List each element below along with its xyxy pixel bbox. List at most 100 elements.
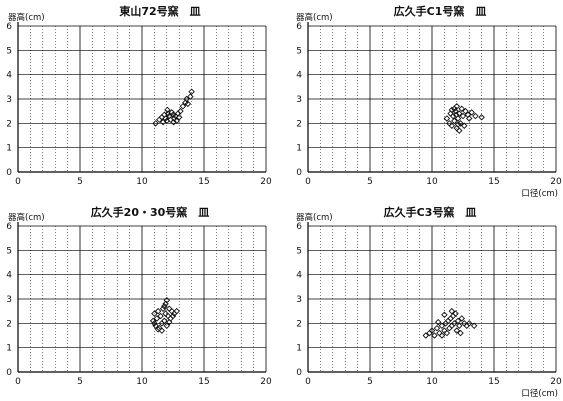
- y-tick-label: 2: [6, 119, 12, 129]
- y-tick-label: 2: [296, 119, 302, 129]
- data-point: [472, 112, 479, 120]
- chart-title: 広久手20・30号窯 皿: [91, 205, 210, 219]
- data-point: [459, 112, 467, 120]
- data-point: [478, 114, 485, 121]
- y-tick-label: 3: [296, 295, 302, 305]
- data-point: [443, 329, 451, 337]
- data-point: [184, 100, 192, 108]
- grid: [18, 25, 267, 172]
- x-tick-label: 20: [550, 377, 562, 387]
- y-tick-label: 6: [296, 222, 302, 232]
- data-point: [451, 117, 458, 125]
- data-point: [448, 122, 456, 130]
- data-point: [448, 307, 456, 315]
- data-point: [443, 115, 451, 122]
- data-point: [465, 320, 473, 327]
- tick-labels: 0 5 10 15 20 0 1 2 3 4 5 6: [296, 22, 562, 187]
- tick-labels: 0 5 10 15 20 0 1 2 3 4 5 6: [6, 22, 272, 187]
- data-point: [152, 120, 159, 127]
- data-point: [456, 127, 463, 134]
- data-point: [452, 111, 460, 119]
- y-tick-label: 3: [296, 95, 302, 105]
- data-point: [441, 311, 448, 319]
- y-tick-label: 3: [6, 95, 12, 105]
- data-point: [458, 315, 465, 322]
- data-point: [438, 332, 446, 339]
- data-point: [188, 88, 195, 95]
- chart-title: 東山72号窯 皿: [119, 4, 200, 18]
- data-point: [453, 103, 461, 110]
- data-point: [462, 107, 469, 115]
- data-point: [454, 317, 462, 325]
- y-tick-label: 0: [6, 168, 12, 178]
- x-tick-label: 15: [488, 177, 499, 187]
- x-tick-label: 15: [488, 377, 499, 387]
- data-point: [434, 318, 442, 326]
- data-point: [157, 312, 164, 320]
- data-point: [183, 95, 190, 103]
- y-tick-label: 4: [6, 71, 12, 81]
- x-tick-label: 20: [260, 177, 272, 187]
- data-point: [151, 310, 158, 317]
- data-point: [168, 109, 175, 116]
- data-point: [187, 93, 194, 100]
- y-tick-label: 5: [6, 246, 12, 256]
- chart-panel-1: 東山72号窯 皿 器高(cm) 0 5 10 15 20 0 1 2 3 4 5 6: [6, 4, 272, 187]
- data-point: [164, 106, 171, 114]
- x-axis-label: 口径(cm): [521, 188, 558, 199]
- chart-panel-3: 広久手20・30号窯 皿 器高(cm) 0 5 10 15 20 0 1 2 3 4 5 6: [6, 205, 272, 387]
- y-tick-label: 0: [296, 368, 302, 378]
- data-point: [163, 322, 171, 330]
- y-tick-label: 1: [296, 144, 302, 154]
- data-point: [154, 326, 162, 333]
- data-point: [448, 106, 456, 114]
- chart-title: 広久手C3号窯 皿: [384, 205, 477, 219]
- data-point: [161, 303, 168, 310]
- data-point: [458, 105, 465, 112]
- y-tick-label: 5: [6, 46, 12, 56]
- data-point: [175, 114, 183, 121]
- data-point: [461, 122, 468, 130]
- x-tick-label: 5: [77, 377, 83, 387]
- y-tick-label: 0: [296, 168, 302, 178]
- data-point: [468, 109, 475, 116]
- data-point: [169, 312, 177, 320]
- x-tick-label: 0: [15, 377, 21, 387]
- data-points: [152, 88, 195, 127]
- data-point: [451, 320, 458, 327]
- data-point: [149, 317, 157, 325]
- x-tick-label: 20: [550, 177, 562, 187]
- axes: [307, 222, 556, 373]
- data-points: [149, 296, 180, 334]
- data-point: [151, 320, 158, 327]
- x-tick-label: 15: [198, 377, 209, 387]
- axes: [17, 222, 266, 373]
- data-point: [456, 322, 463, 330]
- y-tick-label: 4: [296, 71, 302, 81]
- data-point: [449, 112, 457, 120]
- y-tick-label: 1: [6, 144, 12, 154]
- data-point: [159, 118, 167, 126]
- chart-panel-4: 広久手C3号窯 皿 器高(cm) 口径(cm) 0 5 10 15 20 0 1 2 3 4 5 6: [296, 205, 562, 399]
- data-point: [433, 324, 441, 332]
- y-tick-label: 5: [296, 246, 302, 256]
- y-tick-label: 1: [6, 344, 12, 354]
- data-points: [422, 307, 478, 339]
- data-point: [465, 115, 473, 122]
- y-tick-label: 6: [296, 22, 302, 32]
- data-point: [457, 329, 464, 337]
- data-point: [454, 121, 462, 128]
- x-tick-label: 10: [426, 177, 438, 187]
- y-tick-label: 2: [296, 319, 302, 329]
- y-tick-label: 2: [6, 319, 12, 329]
- y-tick-label: 4: [296, 271, 302, 281]
- x-tick-label: 0: [15, 177, 21, 187]
- chart-title: 広久手C1号窯 皿: [394, 4, 487, 18]
- x-tick-label: 20: [260, 377, 272, 387]
- data-point: [163, 296, 171, 304]
- x-axis-label: 口径(cm): [521, 388, 558, 399]
- x-tick-label: 15: [198, 177, 209, 187]
- x-tick-label: 5: [77, 177, 83, 187]
- data-points: [443, 103, 485, 134]
